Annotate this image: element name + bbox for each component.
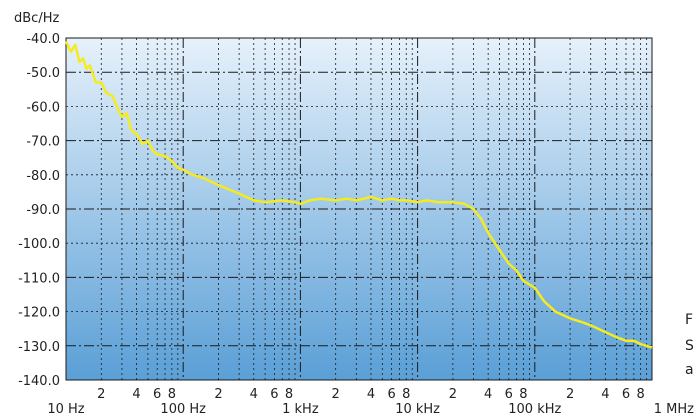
- x-minor-tick-label: 4: [132, 387, 140, 402]
- x-minor-tick-label: 8: [402, 387, 410, 402]
- x-minor-tick-label: 2: [214, 387, 222, 402]
- x-tick-labels: 2 4 6 8 2 4 6 8 2 4 6 8 2 4 6 8 2 4 6 810 Hz 100 Hz 1 kHz 10 k…: [47, 387, 694, 417]
- x-minor-tick-label: 6: [622, 387, 630, 402]
- side-letter-3: a: [685, 362, 694, 378]
- x-decade-label: 1 kHz: [282, 402, 319, 417]
- x-minor-tick-label: 6: [387, 387, 395, 402]
- x-decade-label: 1 MHz: [654, 402, 694, 417]
- x-minor-tick-label: 8: [637, 387, 645, 402]
- x-minor-tick-label: 6: [505, 387, 513, 402]
- side-letter-2: S: [685, 338, 694, 354]
- x-minor-tick-label: 8: [285, 387, 293, 402]
- y-axis-label: dBc/Hz: [14, 11, 59, 26]
- series-line: [64, 40, 653, 349]
- x-minor-tick-label: 4: [367, 387, 375, 402]
- y-tick-label: -70.0: [26, 135, 60, 150]
- x-decade-label: 10 kHz: [395, 402, 440, 417]
- x-minor-tick-label: 4: [601, 387, 609, 402]
- x-minor-tick-label: 4: [250, 387, 258, 402]
- x-minor-tick-label: 2: [566, 387, 574, 402]
- y-tick-label: -90.0: [26, 203, 60, 218]
- y-tick-label: -40.0: [26, 32, 60, 47]
- y-tick-label: -60.0: [26, 100, 60, 115]
- y-tick-label: -50.0: [26, 66, 60, 81]
- y-tick-label: -110.0: [18, 271, 60, 286]
- y-tick-label: -140.0: [18, 374, 60, 389]
- x-minor-tick-label: 6: [270, 387, 278, 402]
- x-minor-tick-label: 8: [519, 387, 527, 402]
- x-minor-tick-label: 6: [153, 387, 161, 402]
- x-decade-label: 100 Hz: [160, 402, 206, 417]
- x-minor-tick-label: 2: [332, 387, 340, 402]
- x-decade-label: 100 kHz: [508, 402, 561, 417]
- x-minor-tick-label: 2: [97, 387, 105, 402]
- y-tick-label: -130.0: [18, 340, 60, 355]
- y-tick-labels: -40.0 -50.0 -60.0 -70.0 -80.0 -90.0 -100.0 -110…: [18, 32, 60, 389]
- side-letter-1: F: [685, 312, 694, 328]
- x-decade-label: 10 Hz: [47, 402, 84, 417]
- y-tick-label: -120.0: [18, 306, 60, 321]
- y-tick-label: -100.0: [18, 237, 60, 252]
- x-minor-tick-label: 2: [449, 387, 457, 402]
- x-minor-tick-label: 4: [484, 387, 492, 402]
- y-tick-label: -80.0: [26, 169, 60, 184]
- x-minor-tick-label: 8: [168, 387, 176, 402]
